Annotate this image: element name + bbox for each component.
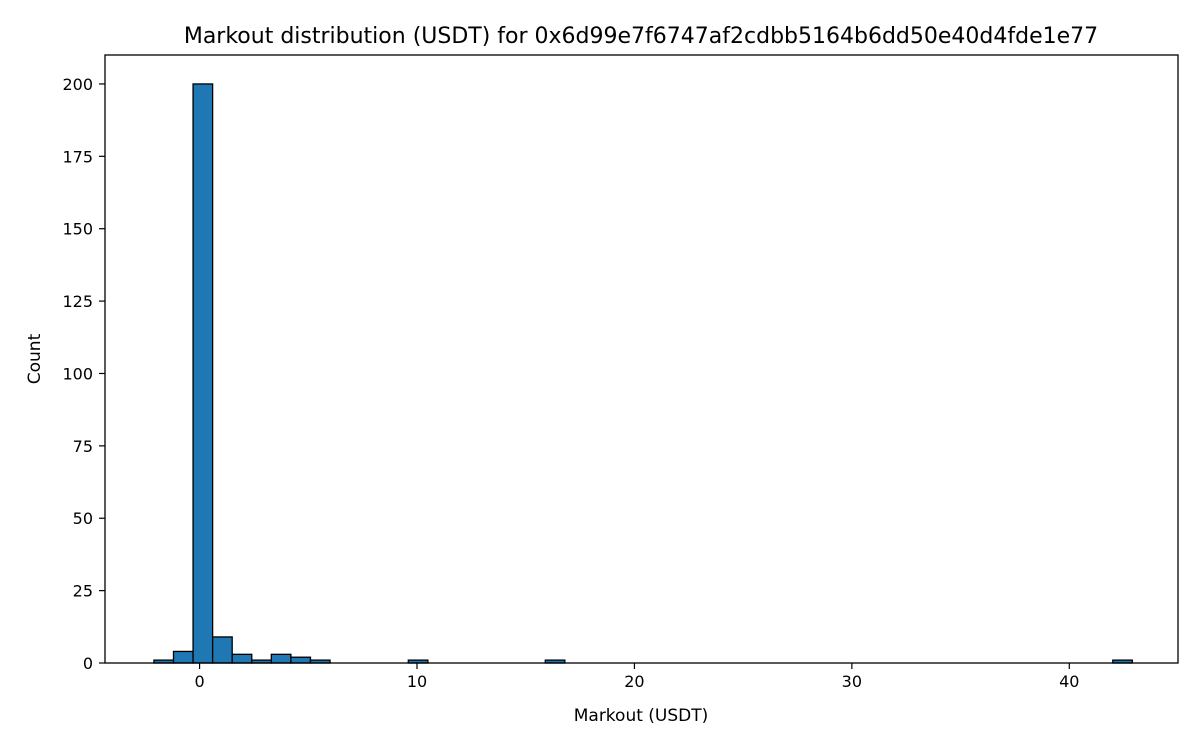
y-tick-label: 75 (73, 437, 93, 456)
y-tick-label: 175 (62, 147, 93, 166)
y-tick-label: 150 (62, 220, 93, 239)
histogram-bar (231, 653, 253, 664)
x-tick-label: 30 (842, 672, 862, 691)
y-tick-label: 125 (62, 292, 93, 311)
histogram-bar (290, 656, 312, 664)
x-tick-label: 40 (1059, 672, 1079, 691)
x-tick-label: 10 (407, 672, 427, 691)
y-tick-label: 200 (62, 75, 93, 94)
x-axis-ticks: 0 10 20 30 40 (194, 663, 1079, 691)
histogram-bar (270, 653, 292, 664)
y-axis-ticks: 0 25 50 75 100 125 150 175 200 (62, 75, 105, 673)
y-tick-label: 25 (73, 582, 93, 601)
histogram-bar (211, 636, 233, 664)
plot-frame (104, 54, 1179, 664)
y-tick-label: 100 (62, 364, 93, 383)
y-axis-label: Count (25, 333, 45, 384)
chart-title: Markout distribution (USDT) for 0x6d99e7… (184, 24, 1098, 49)
histogram-bar (172, 650, 194, 664)
y-tick-label: 50 (73, 509, 93, 528)
x-tick-label: 0 (194, 672, 204, 691)
x-axis-label: Markout (USDT) (574, 706, 709, 726)
histogram-bar (192, 83, 214, 664)
y-tick-label: 0 (83, 654, 93, 673)
x-tick-label: 20 (624, 672, 644, 691)
